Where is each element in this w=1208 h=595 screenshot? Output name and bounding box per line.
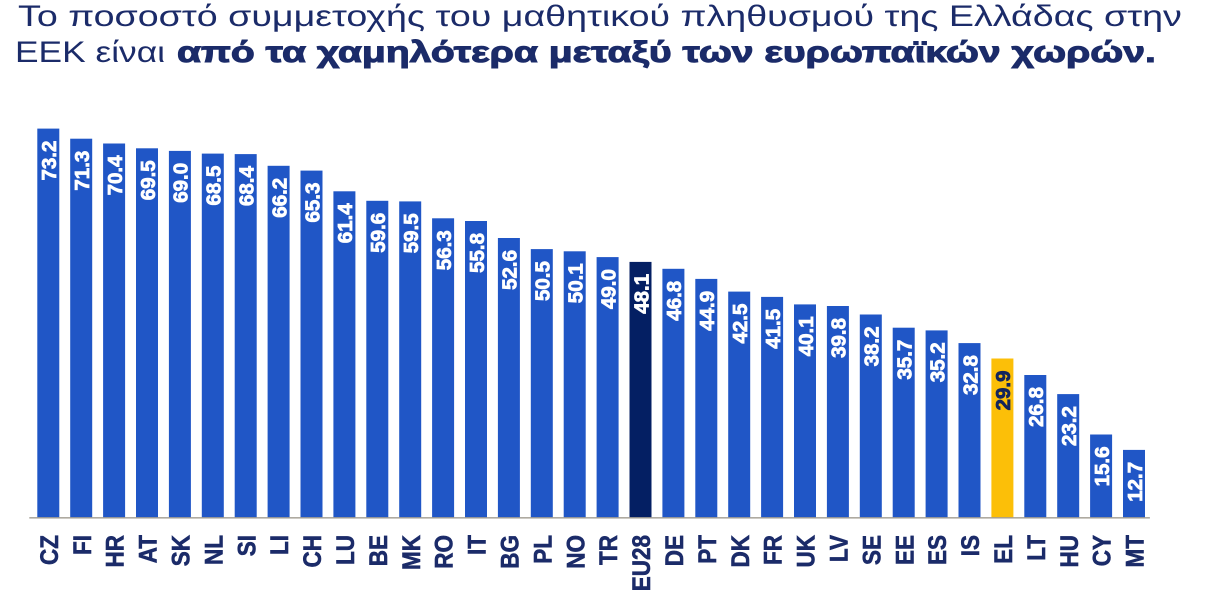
svg-text:40.1: 40.1 (795, 316, 818, 356)
svg-text:61.4: 61.4 (334, 203, 357, 243)
svg-text:35.7: 35.7 (894, 340, 917, 380)
svg-text:CZ: CZ (36, 535, 64, 565)
svg-text:RO: RO (431, 535, 459, 569)
svg-text:PL: PL (529, 535, 557, 564)
svg-text:MT: MT (1122, 535, 1150, 568)
svg-text:HR: HR (102, 535, 130, 567)
svg-text:FR: FR (760, 535, 788, 565)
svg-text:55.8: 55.8 (466, 233, 489, 273)
svg-text:LU: LU (332, 535, 360, 565)
svg-text:LT: LT (1023, 535, 1051, 561)
svg-text:50.5: 50.5 (532, 261, 555, 301)
svg-text:68.5: 68.5 (203, 166, 226, 206)
svg-text:56.3: 56.3 (433, 230, 456, 270)
svg-text:DE: DE (661, 535, 689, 566)
svg-text:52.6: 52.6 (499, 250, 522, 290)
svg-text:EU28: EU28 (628, 535, 656, 591)
svg-text:LI: LI (266, 535, 294, 555)
svg-text:IS: IS (957, 535, 985, 556)
svg-text:CH: CH (299, 535, 327, 567)
svg-text:70.4: 70.4 (104, 155, 127, 195)
svg-text:IT: IT (464, 535, 492, 555)
svg-text:32.8: 32.8 (959, 355, 982, 395)
svg-text:29.9: 29.9 (992, 371, 1015, 411)
svg-text:42.5: 42.5 (729, 304, 752, 344)
svg-text:UK: UK (793, 535, 821, 567)
svg-text:35.2: 35.2 (926, 342, 949, 382)
svg-text:59.5: 59.5 (400, 213, 423, 253)
svg-text:MK: MK (398, 535, 426, 570)
svg-text:CY: CY (1089, 535, 1117, 566)
svg-text:46.8: 46.8 (663, 281, 686, 321)
svg-text:69.0: 69.0 (170, 163, 193, 203)
svg-text:BG: BG (496, 535, 524, 569)
svg-text:44.9: 44.9 (696, 291, 719, 331)
svg-text:EL: EL (990, 535, 1018, 564)
svg-text:48.1: 48.1 (630, 274, 653, 314)
svg-text:73.2: 73.2 (38, 141, 61, 181)
svg-text:65.3: 65.3 (301, 183, 324, 223)
svg-text:BE: BE (365, 535, 393, 566)
svg-text:SI: SI (233, 535, 261, 556)
svg-text:71.3: 71.3 (71, 151, 94, 191)
svg-text:59.6: 59.6 (367, 213, 390, 253)
svg-text:LV: LV (825, 535, 853, 562)
svg-text:50.1: 50.1 (565, 263, 588, 303)
svg-text:39.8: 39.8 (828, 318, 851, 358)
svg-text:SE: SE (858, 535, 886, 565)
svg-text:ES: ES (924, 535, 952, 565)
svg-text:PT: PT (694, 535, 722, 564)
svg-text:NO: NO (562, 535, 590, 569)
svg-text:EE: EE (891, 535, 919, 565)
svg-text:DK: DK (727, 535, 755, 567)
svg-text:HU: HU (1056, 535, 1084, 567)
svg-text:23.2: 23.2 (1058, 406, 1081, 446)
svg-text:SK: SK (167, 535, 195, 566)
svg-text:49.0: 49.0 (597, 269, 620, 309)
svg-text:TR: TR (595, 535, 623, 565)
svg-text:15.6: 15.6 (1091, 447, 1114, 487)
svg-text:NL: NL (200, 535, 228, 565)
svg-text:69.5: 69.5 (137, 160, 160, 200)
svg-text:38.2: 38.2 (861, 327, 884, 367)
svg-text:26.8: 26.8 (1025, 387, 1048, 427)
svg-text:AT: AT (135, 535, 163, 564)
svg-text:12.7: 12.7 (1124, 462, 1147, 502)
svg-text:41.5: 41.5 (762, 309, 785, 349)
svg-text:FI: FI (69, 535, 97, 555)
svg-text:68.4: 68.4 (236, 166, 259, 206)
svg-text:66.2: 66.2 (268, 178, 291, 218)
